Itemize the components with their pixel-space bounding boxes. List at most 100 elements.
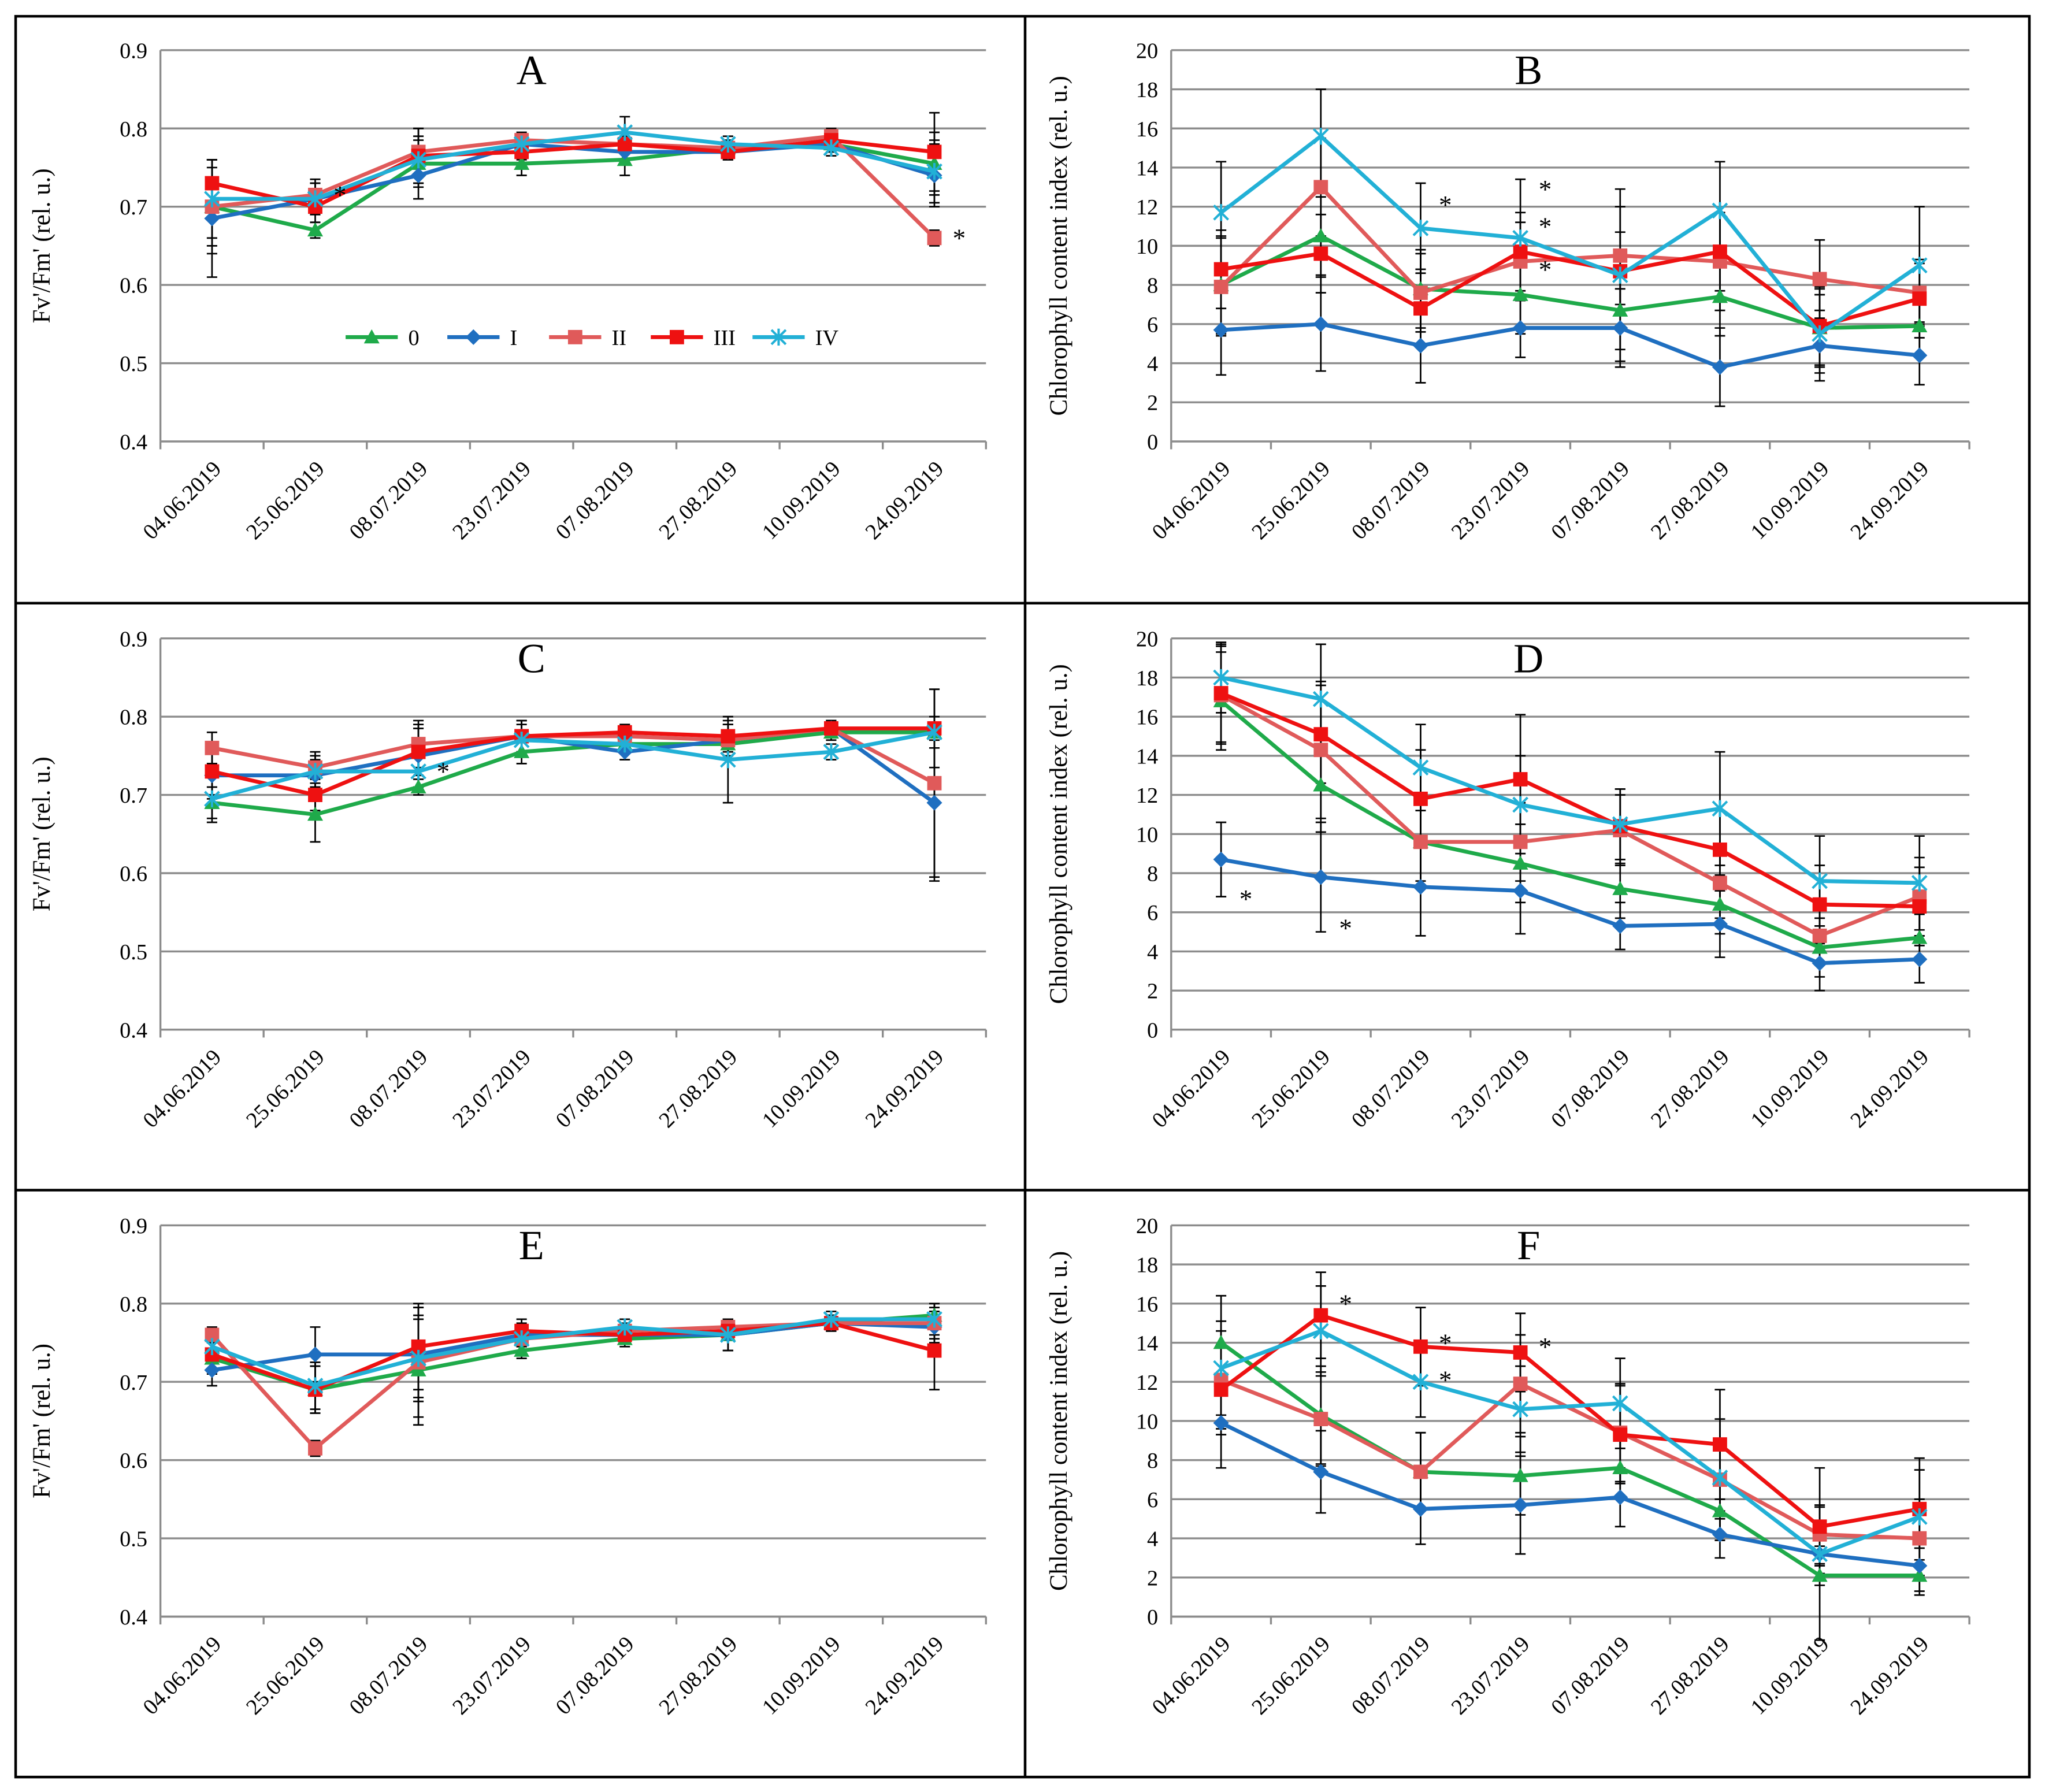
- marker: [1413, 1339, 1428, 1354]
- marker: [617, 1318, 633, 1336]
- marker: [927, 1343, 942, 1358]
- panel-title: B: [1515, 47, 1542, 94]
- marker: [1812, 337, 1828, 354]
- marker: [770, 328, 787, 346]
- y-axis-label: Fv'/Fm' (rel. u.): [28, 168, 55, 323]
- marker: [1513, 1345, 1528, 1360]
- y-tick-label: 0.9: [120, 627, 147, 651]
- marker: [1712, 800, 1728, 817]
- y-axis-label: Fv'/Fm' (rel. u.): [28, 1344, 55, 1498]
- series-line: [1220, 1341, 1920, 1578]
- marker: [1812, 1519, 1827, 1534]
- series-line: [211, 138, 935, 209]
- marker: [1812, 928, 1827, 943]
- panel-title: E: [519, 1222, 544, 1268]
- annotation: *: [1539, 255, 1552, 284]
- y-tick-label: 0.6: [120, 862, 147, 886]
- annotation: *: [1539, 212, 1552, 241]
- marker: [1612, 320, 1628, 336]
- marker: [1412, 759, 1429, 776]
- marker: [1313, 228, 1329, 243]
- series-line: [211, 130, 935, 201]
- marker: [719, 1326, 736, 1344]
- marker: [1512, 320, 1528, 336]
- marker: [927, 144, 942, 159]
- legend-label: 0: [408, 326, 419, 350]
- marker: [410, 1349, 426, 1367]
- annotation: *: [1539, 1333, 1552, 1361]
- marker: [1312, 128, 1329, 145]
- y-tick-label: 10: [1136, 235, 1158, 259]
- marker: [1312, 691, 1329, 708]
- marker: [1313, 727, 1328, 742]
- y-tick-label: 0.4: [120, 430, 147, 454]
- series-line: [1220, 322, 1920, 369]
- marker: [1812, 955, 1828, 971]
- marker: [669, 329, 684, 344]
- marker: [204, 190, 220, 207]
- y-tick-label: 0.5: [120, 1527, 147, 1552]
- series-line: [1220, 676, 1920, 885]
- marker: [1911, 874, 1928, 892]
- marker: [307, 222, 324, 237]
- y-tick-label: 0: [1147, 1605, 1158, 1630]
- y-tick-label: 2: [1147, 980, 1158, 1004]
- panel-title: F: [1517, 1222, 1540, 1268]
- annotation: *: [1439, 1329, 1452, 1357]
- annotation: *: [1239, 885, 1253, 914]
- marker: [1213, 262, 1229, 277]
- marker: [1512, 1468, 1528, 1482]
- y-tick-label: 18: [1136, 78, 1158, 102]
- marker: [926, 163, 942, 180]
- y-tick-label: 10: [1136, 823, 1158, 847]
- marker: [1912, 1567, 1928, 1582]
- frame: [14, 14, 2031, 1779]
- marker: [204, 210, 220, 227]
- marker: [1313, 1412, 1328, 1426]
- series-line: [211, 730, 935, 801]
- marker: [1413, 285, 1428, 300]
- y-tick-label: 4: [1147, 352, 1158, 376]
- y-tick-label: 6: [1147, 313, 1158, 337]
- y-tick-label: 2: [1147, 391, 1158, 415]
- marker: [1512, 882, 1528, 899]
- marker: [513, 1330, 530, 1348]
- series-line: [1220, 133, 1921, 337]
- marker: [204, 790, 220, 808]
- marker: [823, 1311, 840, 1328]
- marker: [719, 751, 736, 769]
- y-tick-label: 18: [1136, 666, 1158, 691]
- marker: [1912, 347, 1928, 363]
- marker: [1313, 777, 1329, 792]
- marker: [1213, 280, 1229, 294]
- marker: [1612, 302, 1628, 317]
- marker: [1612, 1460, 1628, 1475]
- marker: [514, 744, 530, 758]
- y-tick-label: 0.7: [120, 195, 147, 220]
- marker: [1512, 796, 1528, 814]
- marker: [1812, 872, 1828, 890]
- series-line: [1220, 1421, 1920, 1568]
- marker: [1213, 686, 1229, 700]
- marker: [514, 1342, 530, 1357]
- y-tick-label: 8: [1147, 274, 1158, 298]
- marker: [1512, 287, 1528, 301]
- series-line: [1220, 693, 1920, 938]
- series-line: [211, 726, 935, 797]
- marker: [205, 176, 220, 191]
- y-tick-label: 20: [1136, 1214, 1158, 1238]
- y-tick-label: 6: [1147, 901, 1158, 925]
- y-tick-label: 0.6: [120, 274, 147, 298]
- marker: [719, 135, 736, 153]
- marker: [1213, 669, 1229, 687]
- marker: [1313, 316, 1329, 332]
- y-tick-label: 0.8: [120, 117, 147, 142]
- marker: [410, 779, 426, 793]
- marker: [1213, 1382, 1229, 1397]
- marker: [617, 124, 633, 141]
- y-tick-label: 2: [1147, 1566, 1158, 1590]
- marker: [1612, 918, 1628, 934]
- y-tick-label: 14: [1136, 744, 1158, 769]
- marker: [1213, 322, 1229, 338]
